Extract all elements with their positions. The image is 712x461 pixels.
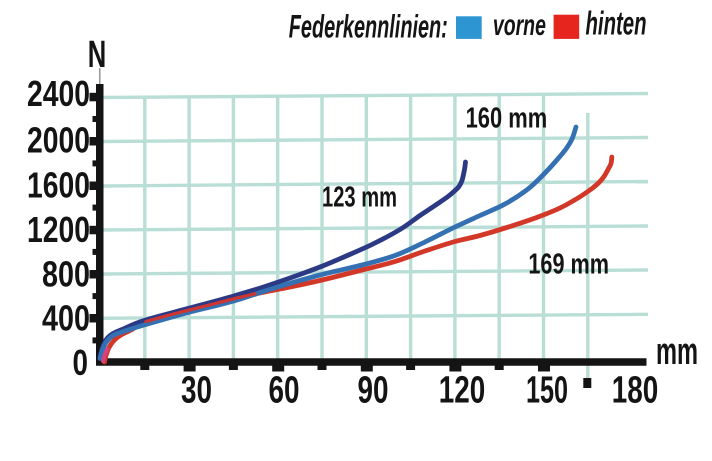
svg-text:vorne: vorne xyxy=(493,9,546,42)
svg-text:400: 400 xyxy=(42,298,90,339)
svg-text:30: 30 xyxy=(181,370,212,412)
svg-text:0: 0 xyxy=(73,342,89,383)
svg-text:mm: mm xyxy=(656,331,698,373)
svg-text:hinten: hinten xyxy=(586,5,647,42)
svg-text:123 mm: 123 mm xyxy=(322,182,397,214)
svg-text:N: N xyxy=(88,34,107,76)
svg-text:120: 120 xyxy=(439,370,486,412)
svg-text:90: 90 xyxy=(358,370,389,412)
svg-text:169 mm: 169 mm xyxy=(528,249,609,281)
svg-text:150: 150 xyxy=(526,370,568,412)
svg-text:2000: 2000 xyxy=(27,120,90,161)
svg-text:160 mm: 160 mm xyxy=(466,103,548,135)
svg-text:1600: 1600 xyxy=(27,165,90,206)
svg-text:1200: 1200 xyxy=(27,209,90,250)
svg-text:180: 180 xyxy=(612,370,659,412)
svg-text:2400: 2400 xyxy=(27,73,90,114)
svg-text:60: 60 xyxy=(269,370,300,412)
svg-text:Federkennlinien:: Federkennlinien: xyxy=(289,8,448,44)
svg-text:800: 800 xyxy=(42,254,90,295)
